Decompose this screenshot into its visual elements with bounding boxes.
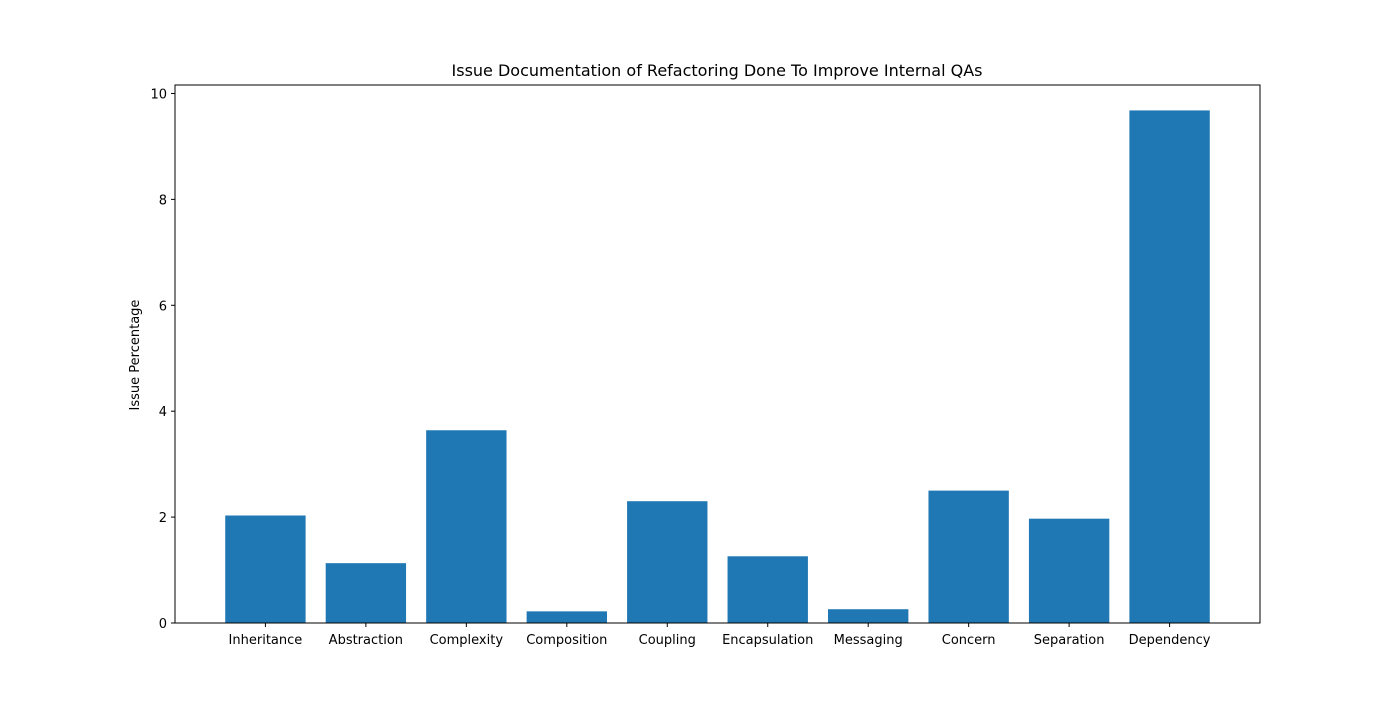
x-tick-label: Inheritance	[229, 633, 303, 648]
bar-composition	[526, 611, 607, 623]
x-tick-label: Encapsulation	[722, 633, 813, 648]
y-tick-label: 10	[150, 87, 167, 102]
chart-title: Issue Documentation of Refactoring Done …	[452, 61, 983, 80]
y-tick-label: 6	[159, 299, 167, 314]
y-tick-label: 4	[159, 405, 167, 420]
bar-separation	[1028, 518, 1110, 623]
bar-abstraction	[325, 563, 407, 623]
bar-dependency	[1129, 110, 1210, 624]
bar-coupling	[627, 501, 708, 623]
x-tick-label: Messaging	[834, 633, 903, 648]
y-axis-ticks: 0 2 4 6 8 10	[150, 87, 175, 632]
plot-area-frame	[174, 84, 1261, 624]
x-tick-label: Coupling	[639, 633, 696, 648]
x-tick-label: Dependency	[1129, 633, 1211, 648]
y-tick-label: 0	[159, 617, 167, 632]
bar-inheritance	[225, 515, 306, 623]
bar-complexity	[426, 430, 507, 623]
y-axis-label: Issue Percentage	[128, 300, 143, 411]
bar-concern	[928, 490, 1009, 623]
y-tick-label: 2	[159, 511, 167, 526]
bars-group	[225, 110, 1210, 624]
x-tick-label: Abstraction	[329, 633, 403, 648]
x-tick-label: Composition	[526, 633, 607, 648]
x-tick-label: Complexity	[430, 633, 504, 648]
bar-encapsulation	[727, 556, 808, 623]
x-tick-label: Concern	[942, 633, 996, 648]
y-tick-label: 8	[159, 193, 167, 208]
x-axis-ticks: Inheritance Abstraction Complexity Composit…	[229, 623, 1211, 648]
bar-messaging	[828, 609, 909, 623]
x-tick-label: Separation	[1034, 633, 1105, 648]
